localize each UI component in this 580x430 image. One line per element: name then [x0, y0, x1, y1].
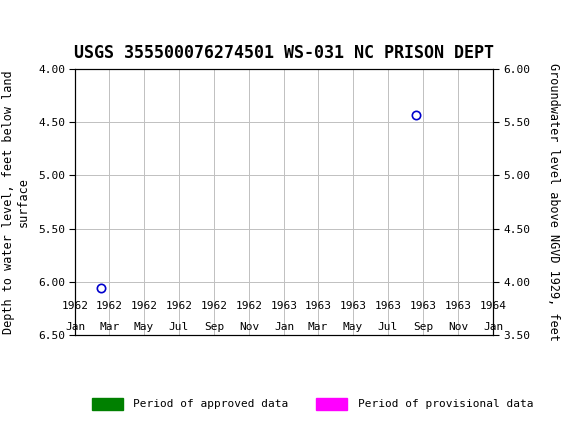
Text: 1963: 1963 — [374, 301, 401, 311]
Text: 1962: 1962 — [201, 301, 228, 311]
Text: 1964: 1964 — [480, 301, 506, 311]
Text: Jul: Jul — [378, 322, 398, 332]
Text: Jul: Jul — [169, 322, 189, 332]
Text: Jan: Jan — [66, 322, 85, 332]
Text: Jan: Jan — [274, 322, 294, 332]
Text: 1962: 1962 — [165, 301, 193, 311]
Text: Jan: Jan — [483, 322, 503, 332]
Y-axis label: Depth to water level, feet below land
surface: Depth to water level, feet below land su… — [2, 70, 30, 334]
Y-axis label: Groundwater level above NGVD 1929, feet: Groundwater level above NGVD 1929, feet — [547, 63, 560, 341]
Text: ╳USGS: ╳USGS — [6, 15, 64, 37]
Title: USGS 355500076274501 WS-031 NC PRISON DEPT: USGS 355500076274501 WS-031 NC PRISON DE… — [74, 44, 494, 61]
Text: May: May — [134, 322, 154, 332]
Text: Nov: Nov — [239, 322, 259, 332]
Bar — [415, 335, 418, 344]
Text: 1963: 1963 — [339, 301, 367, 311]
Text: May: May — [343, 322, 363, 332]
Text: Sep: Sep — [204, 322, 224, 332]
Text: 1963: 1963 — [409, 301, 437, 311]
FancyArrow shape — [92, 398, 123, 410]
Bar — [100, 335, 102, 344]
Text: 1963: 1963 — [445, 301, 472, 311]
Text: 1962: 1962 — [96, 301, 122, 311]
Text: 1962: 1962 — [130, 301, 158, 311]
FancyArrow shape — [316, 398, 347, 410]
Text: Period of approved data: Period of approved data — [133, 399, 289, 409]
Text: Nov: Nov — [448, 322, 468, 332]
Text: 1962: 1962 — [236, 301, 263, 311]
Text: 1963: 1963 — [271, 301, 298, 311]
Text: 1962: 1962 — [62, 301, 89, 311]
Text: Sep: Sep — [413, 322, 433, 332]
Text: 1963: 1963 — [304, 301, 331, 311]
Text: Mar: Mar — [99, 322, 119, 332]
Text: Period of provisional data: Period of provisional data — [358, 399, 534, 409]
Text: Mar: Mar — [308, 322, 328, 332]
